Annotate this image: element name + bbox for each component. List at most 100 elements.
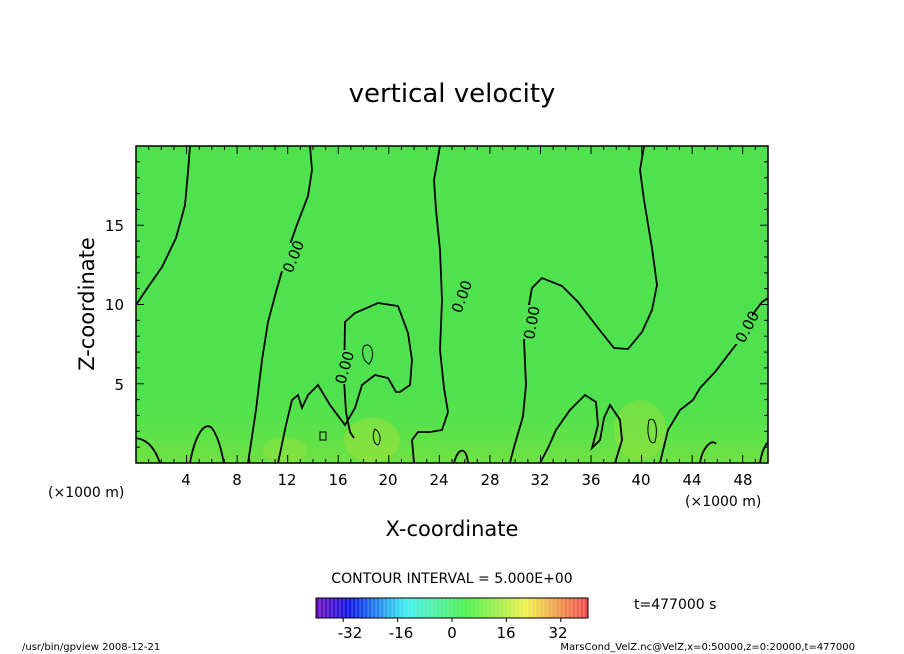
small-contour bbox=[372, 428, 381, 446]
contour-line bbox=[699, 441, 717, 463]
colorbar-cell bbox=[580, 598, 585, 618]
x-tick-label: 40 bbox=[631, 471, 650, 489]
colorbar-cell bbox=[464, 598, 469, 618]
colorbar-cell bbox=[352, 598, 357, 618]
contour-interval: CONTOUR INTERVAL = 5.000E+00 bbox=[331, 571, 572, 587]
contour-label: 0.00 bbox=[520, 305, 544, 341]
x-tick-label: 20 bbox=[378, 471, 397, 489]
y-tick-label: 15 bbox=[105, 217, 124, 235]
x-tick-label: 36 bbox=[581, 471, 600, 489]
x-tick-label: 16 bbox=[328, 471, 347, 489]
colorbar-cell bbox=[496, 598, 501, 618]
contour-line bbox=[136, 146, 191, 306]
colorbar-cell bbox=[540, 598, 545, 618]
colorbar-cell bbox=[500, 598, 505, 618]
y-tick-label: 5 bbox=[114, 376, 124, 394]
colorbar-cell bbox=[428, 598, 433, 618]
colorbar-cell bbox=[492, 598, 497, 618]
x-tick-label: 12 bbox=[277, 471, 296, 489]
colorbar-cell bbox=[548, 598, 553, 618]
chart-title: vertical velocity bbox=[349, 79, 556, 109]
colorbar-cell bbox=[324, 598, 329, 618]
x-tick-label: 32 bbox=[530, 471, 549, 489]
x-tick-labels: 4 8 12 16 20 24 28 32 36 40 44 48 bbox=[181, 471, 752, 489]
colorbar-cell bbox=[584, 598, 589, 618]
colorbar-cell bbox=[552, 598, 557, 618]
small-contour bbox=[362, 344, 374, 365]
x-tick-marks bbox=[148, 146, 756, 463]
footer-left: /usr/bin/gpview 2008-12-21 bbox=[22, 642, 160, 653]
colorbar-cell bbox=[524, 598, 529, 618]
small-contour bbox=[647, 418, 657, 444]
colorbar-cell bbox=[356, 598, 361, 618]
colorbar-cell bbox=[412, 598, 417, 618]
warm-patch bbox=[263, 437, 307, 463]
colorbar-cell bbox=[516, 598, 521, 618]
colorbar-cell bbox=[340, 598, 345, 618]
colorbar-cell bbox=[448, 598, 453, 618]
y-tick-labels: 5 10 15 bbox=[105, 217, 124, 394]
colorbar-cell bbox=[520, 598, 525, 618]
x-tick-label: 4 bbox=[181, 471, 191, 489]
contour-line bbox=[411, 146, 449, 463]
x-tick-label: 44 bbox=[682, 471, 701, 489]
colorbar-cell bbox=[472, 598, 477, 618]
colorbar-tick-label: -32 bbox=[338, 624, 363, 642]
contour-line bbox=[659, 297, 768, 463]
colorbar-cell bbox=[396, 598, 401, 618]
colorbar-cell bbox=[484, 598, 489, 618]
colorbar-cell bbox=[444, 598, 449, 618]
colorbar-cell bbox=[556, 598, 561, 618]
colorbar-tick-label: 32 bbox=[548, 624, 567, 642]
colorbar-cell bbox=[544, 598, 549, 618]
y-tick-label: 10 bbox=[105, 296, 124, 314]
x-axis-label: X-coordinate bbox=[386, 517, 519, 541]
colorbar-cell bbox=[344, 598, 349, 618]
x-unit-label: (×1000 m) bbox=[685, 494, 761, 510]
colorbar-cell bbox=[360, 598, 365, 618]
colorbar-cell bbox=[480, 598, 485, 618]
colorbar-cell bbox=[456, 598, 461, 618]
colorbar-tick-label: -16 bbox=[389, 624, 414, 642]
colorbar-cell bbox=[332, 598, 337, 618]
colorbar-cell bbox=[328, 598, 333, 618]
colorbar-cell bbox=[320, 598, 325, 618]
colorbar-cell bbox=[316, 598, 321, 618]
colorbar-tick-marks bbox=[342, 618, 562, 622]
colorbar-cell bbox=[560, 598, 565, 618]
warm-patch bbox=[614, 400, 666, 460]
colorbar-cell bbox=[512, 598, 517, 618]
x-tick-label: 8 bbox=[232, 471, 242, 489]
colorbar-cell bbox=[400, 598, 405, 618]
colorbar-cell bbox=[452, 598, 457, 618]
colorbar-cell bbox=[488, 598, 493, 618]
colorbar-cell bbox=[440, 598, 445, 618]
x-tick-label: 24 bbox=[429, 471, 448, 489]
colorbar-cell bbox=[476, 598, 481, 618]
colorbar-cell bbox=[380, 598, 385, 618]
colorbar-cell bbox=[364, 598, 369, 618]
colorbar-cell bbox=[532, 598, 537, 618]
colorbar-cell bbox=[508, 598, 513, 618]
y-tick-marks bbox=[136, 161, 768, 448]
colorbar-cell bbox=[376, 598, 381, 618]
contour-label-layer: 0.00 0.00 0.00 0.00 0.00 bbox=[274, 238, 763, 386]
colorbar-cell bbox=[388, 598, 393, 618]
contour-line bbox=[189, 425, 225, 463]
footer-right: MarsCond_VelZ.nc@VelZ,x=0:50000,z=0:2000… bbox=[560, 642, 855, 653]
colorbar-cell bbox=[368, 598, 373, 618]
colorbar-cell bbox=[564, 598, 569, 618]
warm-patch bbox=[344, 418, 400, 462]
colorbar-tick-label: 0 bbox=[447, 624, 457, 642]
x-tick-label: 28 bbox=[480, 471, 499, 489]
colorbar-cell bbox=[436, 598, 441, 618]
time-label: t=477000 s bbox=[634, 597, 716, 613]
colorbar-cell bbox=[528, 598, 533, 618]
plot-area: 0.00 0.00 0.00 0.00 0.00 bbox=[135, 145, 769, 464]
small-contour bbox=[319, 431, 327, 441]
colorbar-cell bbox=[504, 598, 509, 618]
colorbar-tick-label: 16 bbox=[496, 624, 515, 642]
colorbar-cell bbox=[404, 598, 409, 618]
colorbar-cell bbox=[420, 598, 425, 618]
